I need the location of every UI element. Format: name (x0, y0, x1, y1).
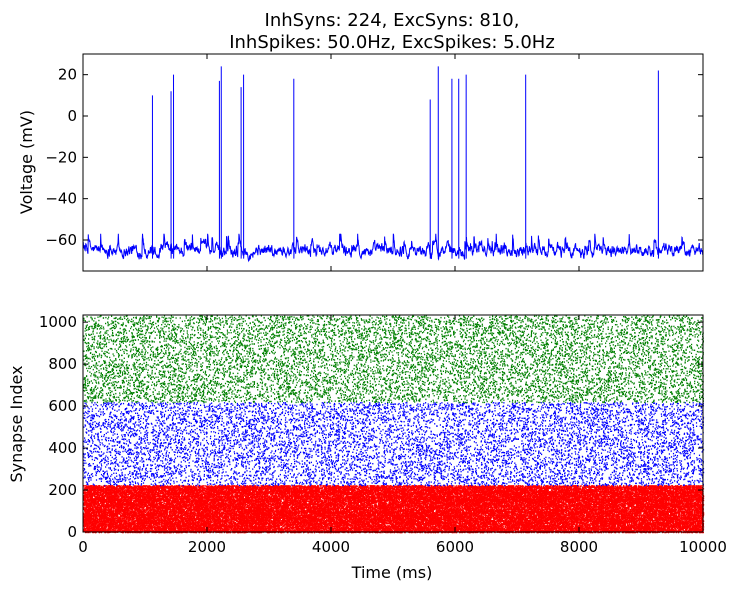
spike-mark (558, 530, 559, 531)
spike-mark (230, 530, 231, 531)
spike-mark (285, 530, 286, 531)
spike-mark (568, 530, 569, 531)
spike-mark (631, 529, 632, 530)
spike-mark (106, 529, 107, 530)
y-tick-label: −20 (45, 148, 77, 166)
spike-mark (536, 530, 537, 531)
voltage-y-label: Voltage (mV) (17, 110, 36, 214)
spike-mark (613, 530, 614, 531)
y-tick-label: −60 (45, 231, 77, 249)
spike-mark (321, 530, 322, 531)
voltage-ticks: 20 0 −20 −40 −60 (45, 54, 703, 271)
spike-mark (154, 530, 155, 531)
spike-mark (231, 529, 232, 530)
y-tick-label: 0 (67, 107, 77, 125)
raster-spikes (83, 315, 704, 533)
spike-mark (683, 530, 684, 531)
spike-mark (499, 530, 500, 531)
voltage-line (83, 66, 703, 260)
y-tick-label: 20 (58, 66, 77, 84)
spike-mark (531, 529, 532, 530)
spike-mark (327, 529, 328, 530)
spike-mark (441, 529, 442, 530)
chart-title-line1: InhSyns: 224, ExcSyns: 810, (265, 10, 520, 31)
spike-mark (656, 529, 657, 530)
spike-mark (519, 530, 520, 531)
spike-mark (293, 530, 294, 531)
spike-mark (123, 529, 124, 530)
spike-mark (324, 530, 325, 531)
voltage-trace (83, 66, 703, 260)
chart-title-line2: InhSpikes: 50.0Hz, ExcSpikes: 5.0Hz (229, 32, 555, 53)
voltage-axes: 20 0 −20 −40 −60 Voltage (mV) (17, 54, 703, 271)
spike-mark (676, 529, 677, 530)
raster-group-0 (83, 485, 704, 533)
y-tick-label: −40 (45, 190, 77, 208)
spike-mark (177, 530, 178, 531)
spike-mark (111, 530, 112, 531)
spike-mark (542, 530, 543, 531)
spike-mark (334, 530, 335, 531)
